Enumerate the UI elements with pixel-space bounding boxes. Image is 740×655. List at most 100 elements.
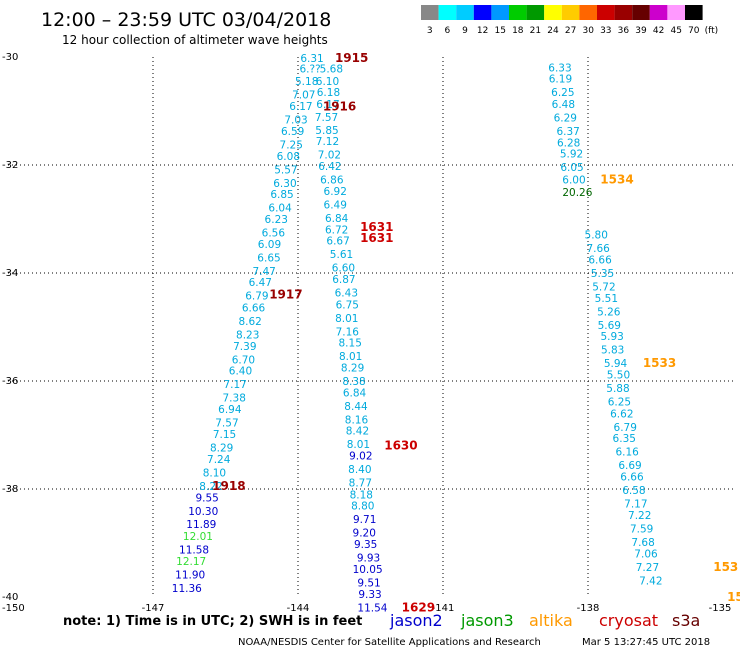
swh-value: 6.47 <box>249 277 272 289</box>
scale-label: 45 <box>670 26 681 36</box>
swh-value: 6.19 <box>549 74 572 86</box>
swh-value: 8.40 <box>348 464 371 476</box>
swh-value: 5.85 <box>315 125 338 137</box>
time-label: 153 <box>713 560 738 574</box>
swh-value: 6.08 <box>277 151 300 163</box>
swh-value: 8.77 <box>349 478 372 490</box>
swh-value: 7.47 <box>252 266 275 278</box>
time-label: 1915 <box>335 51 368 65</box>
chart-subtitle: 12 hour collection of altimeter wave hei… <box>62 33 328 47</box>
swh-value: 6.84 <box>325 213 349 225</box>
swh-value: 6.17 <box>316 99 339 111</box>
scale-label: 24 <box>547 26 559 36</box>
scale-label: 27 <box>565 26 576 36</box>
swh-value: 6.25 <box>608 397 631 409</box>
satellite-name: altika <box>529 611 573 630</box>
swh-value: 5.72 <box>592 282 615 294</box>
swh-value: 6.79 <box>245 291 268 303</box>
scale-swatch <box>649 5 668 20</box>
swh-value: 7.66 <box>586 243 610 255</box>
scale-label: 9 <box>462 26 468 36</box>
swh-value: 6.58 <box>622 485 645 497</box>
time-label: 1917 <box>269 288 302 302</box>
swh-value: 6.43 <box>335 287 358 299</box>
swh-value: 5.18 <box>295 76 318 88</box>
swh-value: 8.44 <box>344 401 368 413</box>
scale-swatch <box>491 5 509 20</box>
swh-value: 6.37 <box>556 126 579 138</box>
swh-value: 9.55 <box>195 493 218 505</box>
time-label: 1916 <box>323 100 356 114</box>
scale-swatch <box>685 5 703 20</box>
time-label: 1533 <box>643 356 676 370</box>
scale-swatch <box>456 5 474 20</box>
scale-label: 6 <box>445 26 451 36</box>
swh-value: 6.00 <box>562 175 585 187</box>
swh-value: 10.05 <box>353 564 383 576</box>
scale-label: 30 <box>582 26 594 36</box>
swh-value: 9.02 <box>349 451 372 463</box>
scale-swatch <box>579 5 597 20</box>
swh-value: 7.03 <box>284 115 307 127</box>
time-label: 1631 <box>360 231 393 245</box>
footer-credit: NOAA/NESDIS Center for Satellite Applica… <box>238 637 541 648</box>
swh-value: 8.29 <box>210 442 233 454</box>
swh-value: 6.10 <box>316 76 339 88</box>
swh-value: 6.30 <box>273 178 296 190</box>
swh-value: 5.61 <box>330 249 353 261</box>
scale-label: 18 <box>512 26 524 36</box>
swh-value: 8.01 <box>347 439 370 451</box>
scale-swatch <box>614 5 633 20</box>
swh-value: 5.50 <box>607 370 630 382</box>
swh-value: 9.71 <box>353 514 376 526</box>
scale-swatch <box>438 5 457 20</box>
swh-value: 5.26 <box>597 306 621 318</box>
swh-value: 7.27 <box>636 562 659 574</box>
swh-value: 11.36 <box>172 583 202 595</box>
swh-value: 6.87 <box>332 274 355 286</box>
swh-value: 6.72 <box>325 224 348 236</box>
scale-swatch <box>597 5 615 20</box>
grid-lines <box>8 57 733 597</box>
swh-value: 6.42 <box>318 161 341 173</box>
x-tick-label: -138 <box>577 603 600 614</box>
swh-value: 6.79 <box>614 422 637 434</box>
y-tick-label: -34 <box>2 268 18 279</box>
swh-value: 7.57 <box>315 112 338 124</box>
swh-value: 11.54 <box>357 602 387 614</box>
swh-value: 6.92 <box>324 186 347 198</box>
swh-value: 5.51 <box>595 293 618 305</box>
swh-value: 7.22 <box>628 510 651 522</box>
swh-value: 5.94 <box>604 358 628 370</box>
swh-value: 6.35 <box>613 433 636 445</box>
swh-value: 11.90 <box>175 569 205 581</box>
swh-value: 6.49 <box>324 199 347 211</box>
swh-value: 8.16 <box>345 414 369 426</box>
footer-note: note: 1) Time is in UTC; 2) SWH is in fe… <box>63 614 362 629</box>
swh-value: 20.26 <box>562 187 592 199</box>
swh-value: 7.38 <box>223 393 246 405</box>
swh-value: 6.67 <box>326 236 349 248</box>
swh-value: 9.20 <box>353 528 376 540</box>
swh-value: 7.24 <box>207 454 231 466</box>
swh-value: 9.93 <box>357 553 380 565</box>
swh-value: 6.?? <box>299 63 320 75</box>
swh-value: 10.30 <box>188 506 218 518</box>
swh-value: 7.16 <box>336 326 360 338</box>
swh-value: 8.23 <box>236 330 259 342</box>
swh-value: 8.22 <box>199 481 222 493</box>
swh-value: 12.01 <box>183 531 213 543</box>
swh-value: 6.84 <box>343 387 367 399</box>
swh-value: 6.25 <box>551 87 574 99</box>
color-scale-legend: 3 6 9 12 15 18 21 24 27 30 33 36 39 42 45 70 (ft) <box>421 5 718 36</box>
swh-value: 7.17 <box>223 379 246 391</box>
swh-value: 9.35 <box>354 539 377 551</box>
swh-value: 6.28 <box>557 137 580 149</box>
swh-value: 8.01 <box>339 351 362 363</box>
swh-value: 6.75 <box>336 299 359 311</box>
swh-value: 8.80 <box>351 501 374 513</box>
swh-value: 6.18 <box>317 87 340 99</box>
scale-swatch <box>526 5 545 20</box>
scale-swatch <box>473 5 492 20</box>
